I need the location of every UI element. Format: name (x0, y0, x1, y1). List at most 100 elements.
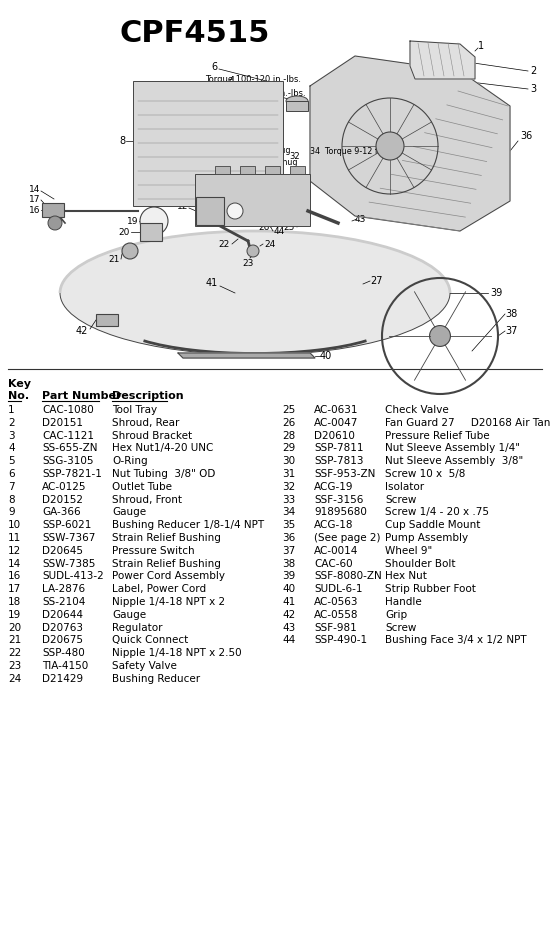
Text: SSW-7385: SSW-7385 (42, 559, 95, 568)
Text: 2: 2 (530, 66, 536, 76)
Text: Screw: Screw (385, 623, 416, 632)
Circle shape (48, 216, 62, 230)
Text: 19: 19 (126, 216, 138, 226)
Text: Nipple 1/4-18 NPT x 2: Nipple 1/4-18 NPT x 2 (112, 597, 225, 607)
Text: 17: 17 (29, 195, 40, 203)
Text: Part Number: Part Number (42, 391, 122, 401)
Text: 12: 12 (8, 546, 21, 556)
Text: 18: 18 (163, 197, 175, 205)
Text: CPF4515: CPF4515 (120, 19, 270, 48)
Text: 5: 5 (8, 456, 15, 466)
Text: Description: Description (112, 391, 184, 401)
Text: D21429: D21429 (42, 674, 83, 684)
Text: 24: 24 (8, 674, 21, 684)
Text: Bushing Reducer: Bushing Reducer (112, 674, 200, 684)
Text: 11: 11 (8, 533, 21, 543)
Bar (265, 166, 280, 174)
Text: 31: 31 (267, 152, 277, 161)
Text: (See page 2): (See page 2) (314, 533, 381, 543)
Text: 2: 2 (8, 418, 15, 428)
Text: SSP-490-1: SSP-490-1 (314, 635, 367, 646)
Text: 37: 37 (505, 326, 518, 336)
Text: 8: 8 (8, 495, 15, 504)
Text: ACG-19: ACG-19 (314, 482, 354, 492)
Text: Screw 10 x  5/8: Screw 10 x 5/8 (385, 469, 465, 479)
Text: 40: 40 (282, 584, 295, 594)
Text: Fan Guard 27     D20168 Air Tank: Fan Guard 27 D20168 Air Tank (385, 418, 550, 428)
Text: 34: 34 (282, 507, 295, 518)
Text: 33: 33 (256, 134, 267, 142)
Text: AC-0563: AC-0563 (314, 597, 359, 607)
Text: 43: 43 (355, 215, 366, 224)
Text: Shroud, Front: Shroud, Front (112, 495, 182, 504)
Text: 9: 9 (232, 190, 238, 199)
Text: Quick Connect: Quick Connect (112, 635, 188, 646)
Text: 42: 42 (282, 610, 295, 620)
Text: 35: 35 (282, 520, 295, 530)
Text: Check Valve: Check Valve (385, 405, 449, 415)
Text: SUDL-413-2: SUDL-413-2 (42, 571, 104, 582)
Text: 7: 7 (194, 165, 200, 173)
Text: SSW-7367: SSW-7367 (42, 533, 95, 543)
Text: 16: 16 (29, 205, 40, 215)
Text: D20763: D20763 (42, 623, 83, 632)
Text: Bushing Reducer 1/8-1/4 NPT: Bushing Reducer 1/8-1/4 NPT (112, 520, 264, 530)
Text: SSG-3105: SSG-3105 (42, 456, 94, 466)
Text: 1: 1 (8, 405, 15, 415)
Text: 23: 23 (8, 661, 21, 671)
Text: 10: 10 (8, 520, 21, 530)
Text: Strain Relief Bushing: Strain Relief Bushing (112, 559, 221, 568)
Text: Nut Tubing  3/8" OD: Nut Tubing 3/8" OD (112, 469, 216, 479)
Text: 36: 36 (520, 131, 532, 141)
Text: SSP-7811: SSP-7811 (314, 443, 364, 454)
Text: D20610: D20610 (314, 431, 355, 440)
Bar (286, 101, 308, 111)
Text: 21: 21 (8, 635, 21, 646)
Text: TIA-4150: TIA-4150 (42, 661, 88, 671)
Text: 20: 20 (119, 228, 130, 236)
Text: 29: 29 (217, 152, 227, 161)
Text: 32: 32 (290, 152, 300, 161)
Text: Tool Tray: Tool Tray (112, 405, 157, 415)
Text: 5: 5 (260, 96, 266, 106)
Text: Regulator: Regulator (112, 623, 162, 632)
Text: CAC-60: CAC-60 (314, 559, 353, 568)
Text: Torque 50-60 in.-lbs.: Torque 50-60 in.-lbs. (220, 88, 306, 98)
Text: D20644: D20644 (42, 610, 83, 620)
Text: AC-0014: AC-0014 (314, 546, 359, 556)
Text: O-Ring: O-Ring (112, 456, 147, 466)
Text: Pressure Relief Tube: Pressure Relief Tube (385, 431, 490, 440)
Text: SSP-7821-1: SSP-7821-1 (42, 469, 102, 479)
Text: 24: 24 (264, 240, 275, 248)
Text: 3: 3 (8, 431, 15, 440)
Circle shape (140, 207, 168, 235)
Text: Nipple 1/4-18 NPT x 2.50: Nipple 1/4-18 NPT x 2.50 (112, 648, 241, 658)
Text: 12: 12 (177, 201, 188, 211)
Text: 42: 42 (76, 326, 88, 336)
Text: 91895680: 91895680 (314, 507, 367, 518)
Text: GA-366: GA-366 (42, 507, 81, 518)
Text: 9: 9 (8, 507, 15, 518)
Bar (290, 166, 305, 174)
Text: 34  Torque 9-12 ft.-lbs.: 34 Torque 9-12 ft.-lbs. (310, 147, 400, 155)
Text: 26: 26 (258, 222, 270, 231)
Bar (140, 223, 162, 241)
Text: Hex Nut1/4-20 UNC: Hex Nut1/4-20 UNC (112, 443, 213, 454)
Circle shape (430, 326, 450, 346)
Text: Nut Sleeve Assembly  3/8": Nut Sleeve Assembly 3/8" (385, 456, 523, 466)
Text: 41: 41 (206, 278, 218, 288)
Bar (215, 166, 230, 174)
Text: Bushing Face 3/4 x 1/2 NPT: Bushing Face 3/4 x 1/2 NPT (385, 635, 527, 646)
Text: 32: 32 (282, 482, 295, 492)
Polygon shape (310, 56, 510, 231)
Text: 36: 36 (282, 533, 295, 543)
Text: Isolator: Isolator (385, 482, 424, 492)
Text: Grip: Grip (385, 610, 407, 620)
Text: Handle: Handle (385, 597, 422, 607)
Text: CAC-1121: CAC-1121 (42, 431, 94, 440)
Text: Shoulder Bolt: Shoulder Bolt (385, 559, 455, 568)
Text: 29: 29 (282, 443, 295, 454)
Text: 31: 31 (282, 469, 295, 479)
Text: 37: 37 (282, 546, 295, 556)
Text: 20: 20 (8, 623, 21, 632)
